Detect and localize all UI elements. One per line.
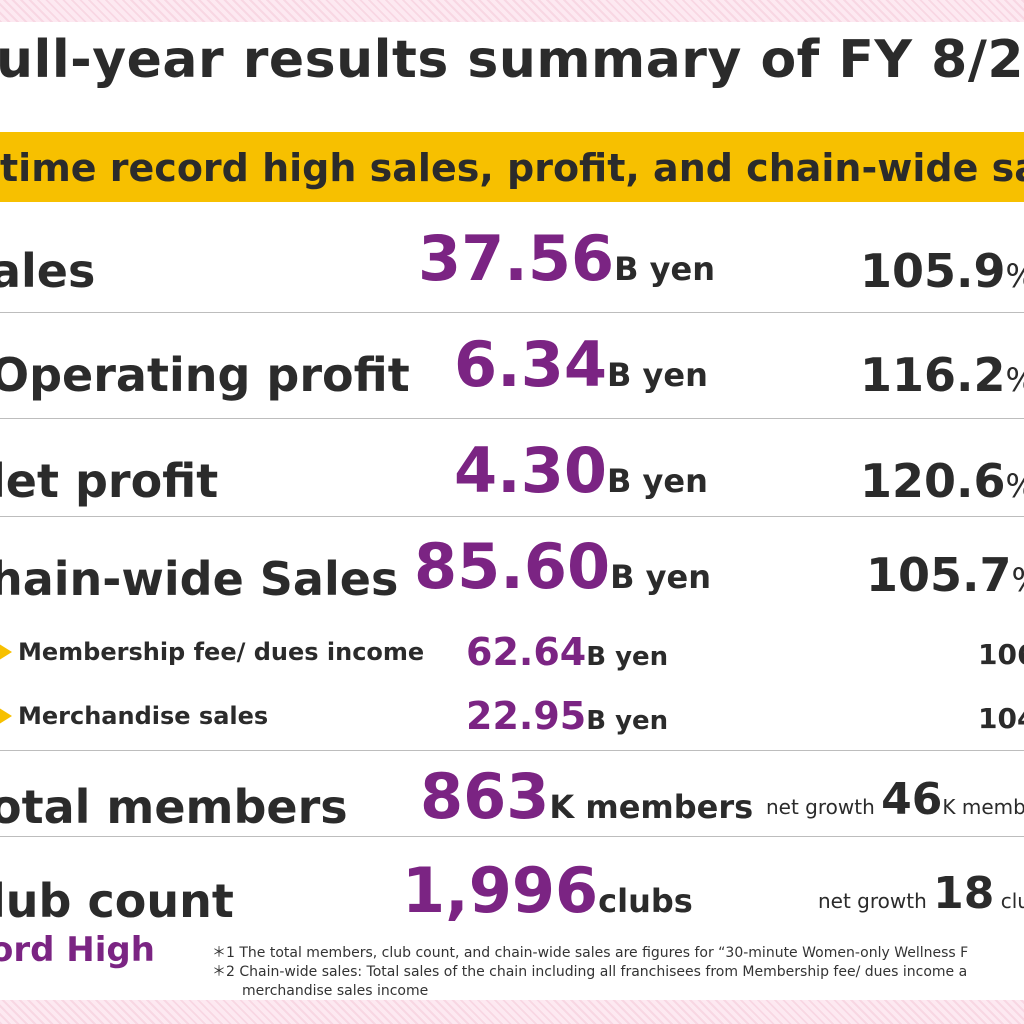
total-members-label: otal members [0, 780, 348, 834]
sales-number: 37.56 [418, 222, 615, 295]
footnote-2: ＊2 Chain-wide sales: Total sales of the … [212, 964, 968, 980]
membership-fee-label: Membership fee/ dues income [18, 638, 425, 666]
operating-profit-unit: B yen [606, 356, 708, 394]
footnote-2-cont: merchandise sales income [242, 983, 429, 999]
sales-label: ales [0, 244, 96, 298]
operating-profit-pct-number: 116.2 [860, 348, 1006, 402]
chain-wide-sales-label: hain-wide Sales [0, 552, 399, 606]
total-members-number: 863 [420, 760, 550, 833]
summary-panel: ull-year results summary of FY 8/202 tim… [0, 22, 1024, 1000]
club-count-number: 1,996 [402, 854, 599, 927]
operating-profit-label: Operating profit [0, 348, 410, 402]
chain-wide-sales-pct-symbol: % [1012, 561, 1024, 599]
arrow-bullet-icon [0, 706, 12, 726]
chain-wide-sales-number: 85.60 [414, 530, 611, 603]
divider [0, 750, 1024, 751]
sales-pct: 105.9% [860, 244, 1024, 298]
divider [0, 516, 1024, 517]
divider [0, 312, 1024, 313]
arrow-bullet-icon [0, 642, 12, 662]
membership-fee-number: 62.64 [466, 630, 587, 674]
members-growth-label: net growth [766, 795, 882, 819]
net-profit-unit: B yen [606, 462, 708, 500]
members-growth-number: 46 [881, 774, 943, 825]
clubs-growth: net growth 18 clu [818, 868, 1024, 919]
chain-wide-sales-unit: B yen [610, 558, 711, 596]
footnotes: ＊1 The total members, club count, and ch… [212, 944, 968, 1000]
total-members-value: 863K members [420, 760, 753, 833]
merchandise-sales-pct: 104.0 [978, 702, 1024, 735]
sales-unit: B yen [614, 250, 715, 288]
sales-pct-number: 105.9 [860, 244, 1006, 298]
membership-fee-unit: B yen [586, 642, 669, 672]
net-profit-pct-number: 120.6 [860, 454, 1006, 508]
operating-profit-pct: 116.2% [860, 348, 1024, 402]
operating-profit-value: 6.34B yen [454, 328, 708, 401]
page-title: ull-year results summary of FY 8/202 [0, 30, 1024, 90]
sales-value: 37.56B yen [418, 222, 715, 295]
net-profit-value: 4.30B yen [454, 434, 708, 507]
net-profit-pct-symbol: % [1006, 467, 1024, 505]
merchandise-sales-unit: B yen [586, 706, 669, 736]
total-members-unit: K members [549, 788, 754, 826]
club-count-label: lub count [0, 874, 234, 928]
net-profit-number: 4.30 [454, 434, 607, 507]
clubs-growth-number: 18 [933, 868, 995, 919]
banner-text: time record high sales, profit, and chai… [0, 146, 1024, 190]
clubs-growth-label: net growth [818, 889, 934, 913]
operating-profit-pct-symbol: % [1006, 361, 1024, 399]
record-banner: time record high sales, profit, and chai… [0, 132, 1024, 202]
membership-fee-value: 62.64B yen [466, 630, 668, 674]
club-count-value: 1,996clubs [402, 854, 693, 927]
footnote-1: ＊1 The total members, club count, and ch… [212, 945, 969, 961]
merchandise-sales-label: Merchandise sales [18, 702, 269, 730]
operating-profit-number: 6.34 [454, 328, 607, 401]
clubs-growth-unit: clu [1000, 889, 1024, 913]
membership-fee-pct: 106.3 [978, 638, 1024, 671]
chain-wide-sales-pct-number: 105.7 [866, 548, 1012, 602]
net-profit-label: let profit [0, 454, 219, 508]
net-profit-pct: 120.6% [860, 454, 1024, 508]
members-growth: net growth 46K memb [766, 774, 1024, 825]
chain-wide-sales-value: 85.60B yen [414, 530, 711, 603]
merchandise-sales-number: 22.95 [466, 694, 587, 738]
divider [0, 418, 1024, 419]
members-growth-unit: K memb [942, 795, 1024, 819]
sales-pct-symbol: % [1006, 257, 1024, 295]
chain-wide-sales-pct: 105.7% [866, 548, 1024, 602]
club-count-unit: clubs [598, 882, 693, 920]
record-high-label: ord High [0, 930, 155, 970]
divider [0, 836, 1024, 837]
merchandise-sales-value: 22.95B yen [466, 694, 668, 738]
